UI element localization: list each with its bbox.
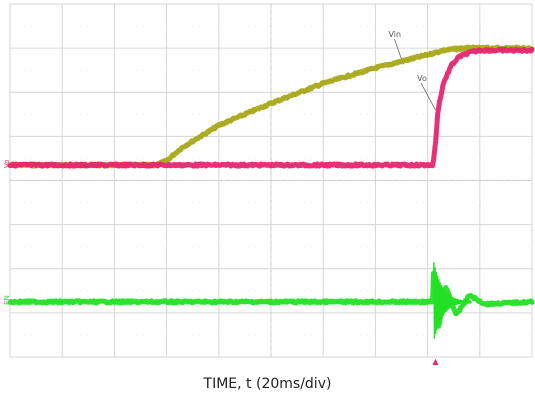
annotation-vin: Vin <box>388 30 401 39</box>
trace-en-ringing <box>433 262 473 339</box>
trace-en <box>7 270 535 329</box>
scope-plot: Vin Vo Vo EN ▲ <box>3 3 535 365</box>
trigger-marker: ▲ <box>432 357 439 365</box>
annotation-vo-leader <box>420 83 436 111</box>
trace-vo <box>7 46 535 169</box>
annotation-vin-leader <box>394 38 402 60</box>
waveform-traces <box>7 44 535 339</box>
channel-markers: Vin Vo Vo EN ▲ <box>3 30 439 365</box>
x-axis-label: TIME, t (20ms/div) <box>203 376 332 392</box>
gridlines <box>9 3 533 358</box>
channel-marker-en: EN <box>3 295 11 305</box>
annotation-vo: Vo <box>417 74 427 83</box>
channel-marker-vo: Vo <box>3 160 11 169</box>
